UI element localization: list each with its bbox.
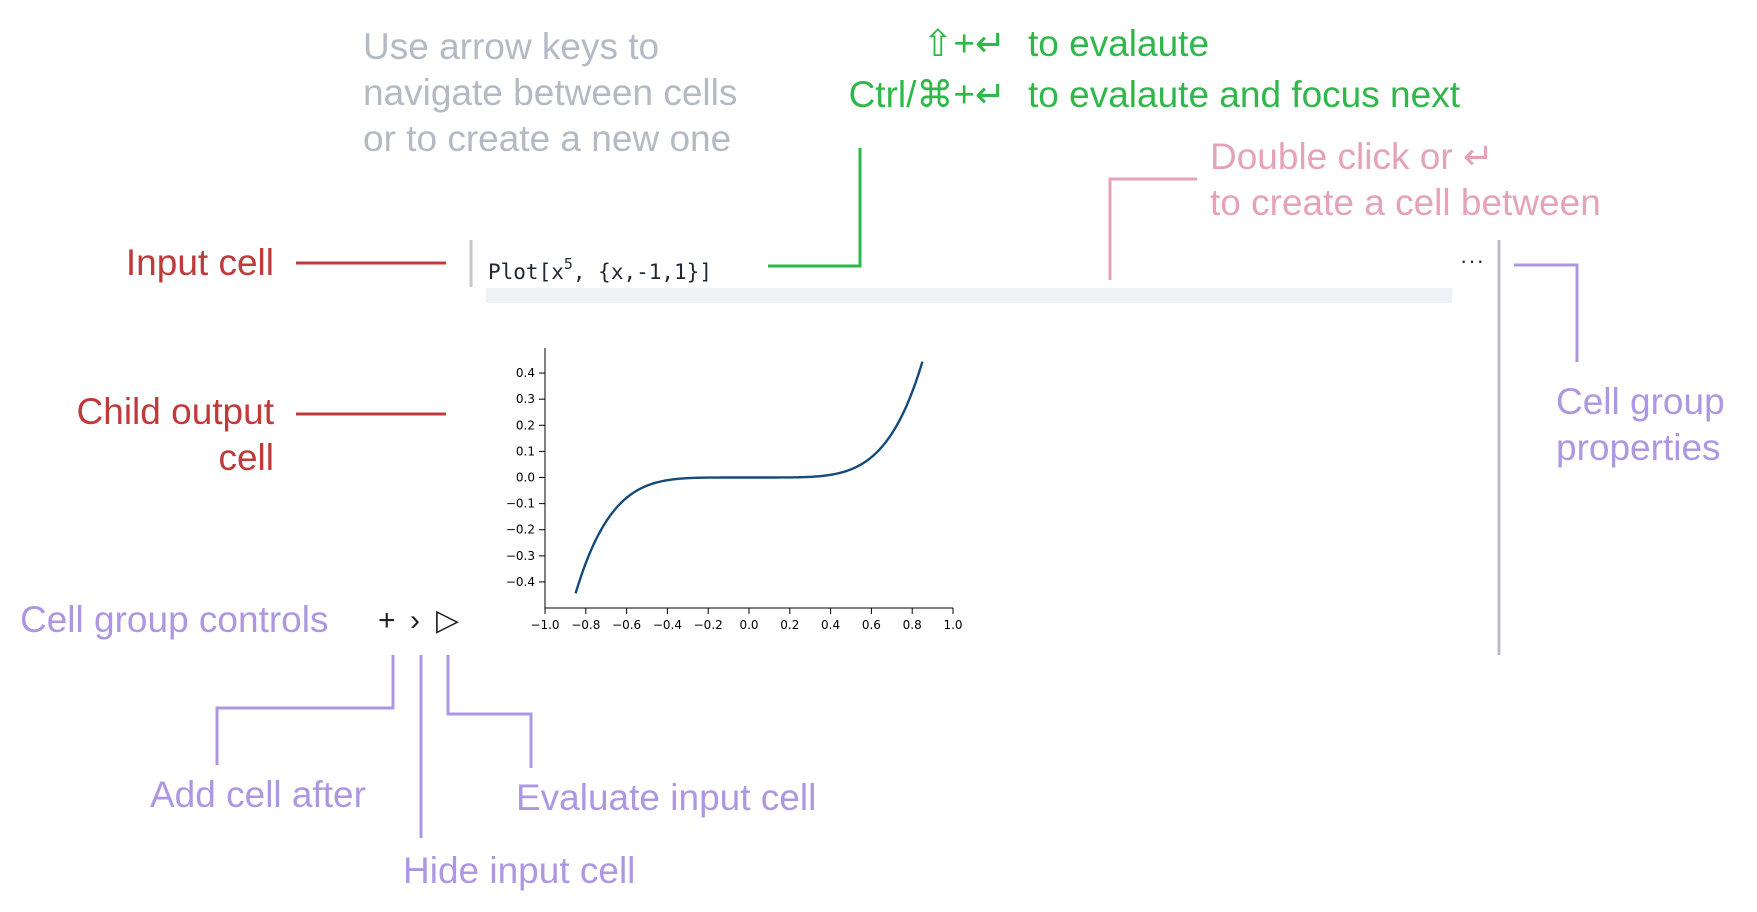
x-tick-label: 0.8 [903,618,922,632]
shift-enter-desc: to evalaute [1028,23,1210,64]
x-tick-label: −0.6 [612,618,641,632]
connector-evaluate-input [446,655,533,768]
connector-add-cell [215,655,395,765]
x-tick-label: −1.0 [530,618,559,632]
arrow-keys-hint-line1: Use arrow keys to [363,26,660,67]
evaluate-button[interactable]: ▷ [436,604,460,637]
x-tick-label: −0.2 [694,618,723,632]
y-tick-label: 0.3 [516,392,535,406]
output-plot: −1.0 −0.8 −0.6 −0.4 −0.2 0.0 0.2 0.4 0.6 0.8 1.0 0.… [506,348,963,632]
x-tick-label: 1.0 [943,618,962,632]
code-exponent: 5 [563,255,573,273]
y-tick-label: −0.2 [506,523,535,537]
hide-input-cell-label: Hide input cell [403,850,636,891]
x-tick-label: −0.4 [653,618,682,632]
cell-group-controls-label: Cell group controls [20,599,329,640]
double-click-hint-line2: to create a cell between [1210,182,1601,223]
y-tick-label: −0.3 [506,549,535,563]
cell-menu-icon[interactable]: ··· [1460,248,1485,273]
code-suffix: , {x,-1,1}] [572,260,712,284]
connector-double-click [1108,177,1197,280]
x-tick-label: 0.0 [739,618,758,632]
y-tick-label: 0.1 [516,444,535,458]
input-cell-code[interactable]: Plot[x5, {x,-1,1}] [488,246,712,290]
child-output-label-line2: cell [218,437,274,478]
double-click-hint-line1: Double click or ↵ [1210,136,1494,177]
add-cell-button[interactable]: + [378,604,396,637]
input-cell-label: Input cell [125,242,274,283]
x-tick-label: 0.4 [821,618,840,632]
hide-input-button[interactable]: › [410,604,420,637]
y-tick-label: 0.4 [516,366,535,380]
arrow-keys-hint-line3: or to create a new one [363,118,732,159]
connector-evaluate [768,148,862,268]
evaluate-input-cell-label: Evaluate input cell [516,777,817,818]
arrow-keys-hint-line2: navigate between cells [363,72,738,113]
add-cell-after-label: Add cell after [150,774,366,815]
y-tick-label: −0.1 [506,497,535,511]
code-prefix: Plot[x [488,260,564,284]
shift-enter-keys: ⇧+↵ [922,23,1006,64]
x-tick-label: 0.2 [780,618,799,632]
y-tick-label: 0.0 [516,471,535,485]
x-tick-label: 0.6 [862,618,881,632]
cell-group-properties-line1: Cell group [1556,381,1725,422]
series-line-x5 [574,361,924,594]
y-tick-label: 0.2 [516,418,535,432]
ctrl-enter-desc: to evalaute and focus next [1028,74,1460,115]
x-tick-label: −0.8 [571,618,600,632]
child-output-label-line1: Child output [76,391,274,432]
y-tick-label: −0.4 [506,575,535,589]
connector-group-properties [1514,263,1579,362]
input-cell-bar[interactable] [486,288,1452,303]
cell-group-properties-line2: properties [1556,427,1721,468]
ctrl-enter-keys: Ctrl/⌘+↵ [848,74,1006,115]
